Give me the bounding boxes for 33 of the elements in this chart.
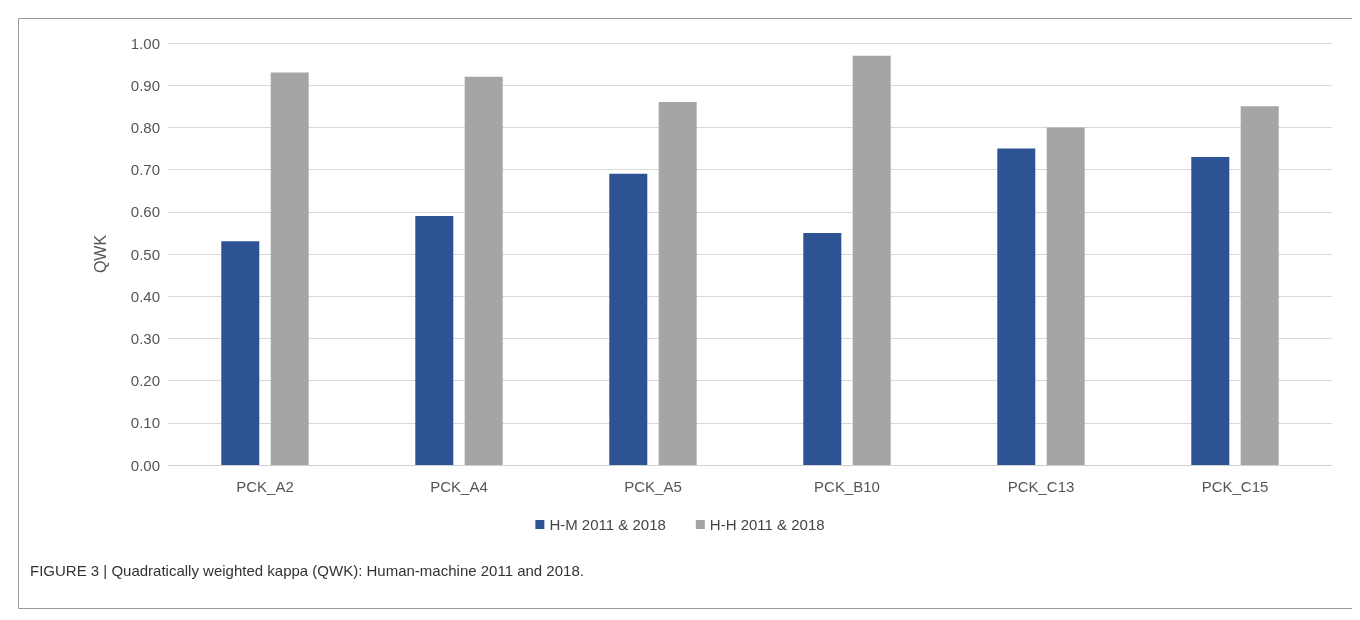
- legend-label: H-H 2011 & 2018: [709, 516, 825, 533]
- bar: [997, 148, 1036, 465]
- bar: [1240, 106, 1279, 465]
- bar: [1046, 127, 1085, 465]
- legend-label: H-M 2011 & 2018: [549, 516, 666, 533]
- bar: [221, 241, 260, 465]
- y-tick-label: 0.20: [130, 372, 160, 390]
- y-tick-label: 0.40: [130, 287, 160, 305]
- bar: [464, 76, 503, 465]
- x-tick-label: PCK_A4: [430, 478, 488, 495]
- x-tick-label: PCK_C15: [1201, 478, 1269, 495]
- y-tick-label: 0.90: [130, 76, 160, 94]
- y-tick-label: 1.00: [130, 34, 160, 52]
- bar: [415, 216, 454, 465]
- y-axis-title: QWK: [91, 234, 109, 274]
- bar: [1191, 156, 1230, 465]
- bar: [609, 173, 648, 465]
- x-tick-label: PCK_A5: [624, 478, 682, 495]
- y-tick-label: 0.10: [130, 414, 160, 432]
- bar: [270, 72, 309, 465]
- y-tick-label: 0.80: [130, 118, 160, 136]
- bar: [852, 55, 891, 465]
- y-tick-label: 0.60: [130, 203, 160, 221]
- caption: FIGURE 3 | Quadratically weighted kappa (QWK): Human-machine 2011 and 2018.: [30, 562, 584, 579]
- x-tick-label: PCK_C13: [1007, 478, 1075, 495]
- x-tick-label: PCK_A2: [236, 478, 294, 495]
- x-tick-label: PCK_B10: [814, 478, 880, 495]
- y-tick-label: 0.00: [130, 456, 160, 474]
- y-tick-label: 0.50: [130, 245, 160, 263]
- y-tick-label: 0.70: [130, 161, 160, 179]
- y-tick-label: 0.30: [130, 329, 160, 347]
- bar: [658, 102, 697, 465]
- bar: [803, 232, 842, 465]
